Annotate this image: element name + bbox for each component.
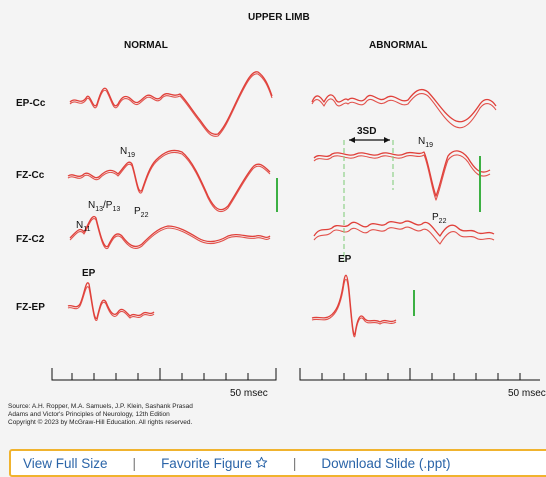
abnormal-fz-c2-trace	[313, 220, 495, 237]
peak-label-n13-p13: N13/P13	[88, 200, 120, 213]
figure-source: Source: A.H. Ropper, M.A. Samuels, J.P. …	[8, 403, 193, 427]
source-line-2: Adams and Victor's Principles of Neurolo…	[8, 411, 170, 418]
toolbar-separator: |	[132, 455, 137, 471]
abnormal-ep-cc-trace-2	[311, 93, 497, 129]
abnormal-fz-c2-trace-2	[313, 226, 495, 245]
peak-label-p22: P22	[134, 206, 149, 219]
row-label-fz-c2: FZ-C2	[16, 234, 45, 245]
favorite-figure-button[interactable]: Favorite Figure	[161, 456, 268, 471]
abnormal-peak-label-ep: EP	[338, 254, 352, 265]
row-label-ep-cc: EP-Cc	[16, 98, 46, 109]
peak-label-n11: N11	[76, 220, 91, 233]
download-slide-link[interactable]: Download Slide (.ppt)	[321, 455, 451, 471]
normal-fz-c2-trace-2	[69, 218, 271, 250]
abnormal-ep-cc-trace	[311, 88, 497, 123]
view-full-size-link[interactable]: View Full Size	[23, 455, 108, 471]
peak-label-ep: EP	[82, 268, 96, 279]
three-sd-label: 3SD	[357, 126, 376, 137]
normal-ep-cc-trace	[69, 71, 273, 135]
source-line-1: Source: A.H. Ropper, M.A. Samuels, J.P. …	[8, 403, 193, 410]
normal-fz-cc-trace-2	[67, 151, 271, 213]
star-outline-icon	[255, 456, 268, 468]
favorite-figure-label: Favorite Figure	[161, 455, 252, 471]
normal-heading: NORMAL	[124, 40, 168, 51]
source-line-3: Copyright © 2023 by McGraw-Hill Educatio…	[8, 419, 193, 426]
row-label-fz-ep: FZ-EP	[16, 302, 45, 313]
figure-toolbar: View Full Size | Favorite Figure | Downl…	[9, 449, 546, 477]
abnormal-fz-ep-trace-2	[311, 278, 397, 338]
abnormal-fz-cc-trace	[313, 150, 491, 197]
normal-fz-cc-trace	[67, 149, 271, 211]
normal-traces	[67, 71, 273, 321]
abnormal-peak-label-p22: P22	[432, 212, 447, 225]
evoked-potential-figure: UPPER LIMB NORMAL ABNORMAL EP-Cc FZ-Cc F…	[16, 12, 546, 399]
normal-ep-cc-trace-2	[69, 73, 273, 137]
normal-fz-ep-trace-2	[67, 286, 155, 321]
abnormal-heading: ABNORMAL	[369, 40, 427, 51]
normal-fz-ep-trace	[67, 282, 155, 319]
peak-label-n19: N19	[120, 146, 135, 159]
abnormal-peak-label-n19: N19	[418, 136, 433, 149]
figure-panel: UPPER LIMB NORMAL ABNORMAL EP-Cc FZ-Cc F…	[8, 12, 546, 427]
time-scale-label-abnormal: 50 msec	[508, 388, 546, 399]
abnormal-fz-ep-trace	[311, 274, 397, 336]
time-axis-abnormal	[299, 368, 540, 381]
time-scale-label-normal: 50 msec	[230, 388, 268, 399]
toolbar-separator: |	[292, 455, 297, 471]
row-label-fz-cc: FZ-Cc	[16, 170, 45, 181]
abnormal-traces	[311, 88, 497, 338]
three-sd-arrow	[349, 137, 390, 143]
abnormal-fz-cc-trace-2	[313, 154, 491, 201]
figure-title: UPPER LIMB	[248, 12, 310, 23]
normal-fz-c2-trace	[69, 215, 271, 248]
time-axis-normal	[51, 368, 277, 381]
